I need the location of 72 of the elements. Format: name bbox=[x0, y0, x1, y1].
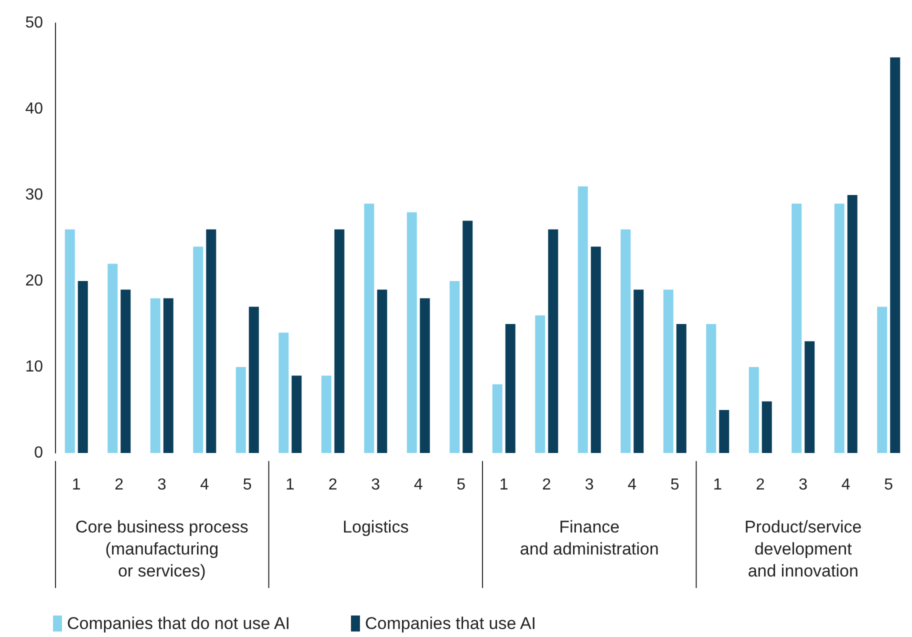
bar bbox=[492, 384, 502, 453]
bar bbox=[64, 229, 75, 453]
bar bbox=[762, 401, 772, 453]
text: Logistics bbox=[342, 518, 409, 536]
bar bbox=[663, 290, 674, 453]
bar bbox=[462, 220, 473, 453]
bar bbox=[792, 204, 802, 453]
y-tick-label: 20 bbox=[25, 272, 44, 290]
x-tick-label: 4 bbox=[200, 476, 210, 494]
legend-label: Companies that use AI bbox=[364, 614, 536, 633]
y-tick-label: 50 bbox=[25, 14, 44, 32]
bar bbox=[804, 341, 815, 453]
x-tick-label: 4 bbox=[628, 476, 637, 494]
text: Finance and administration bbox=[520, 518, 659, 558]
bar bbox=[847, 195, 858, 453]
x-tick-label: 5 bbox=[884, 476, 894, 494]
bar bbox=[834, 204, 844, 453]
x-tick-label: 3 bbox=[157, 476, 166, 494]
bar bbox=[377, 290, 388, 453]
bar bbox=[321, 376, 332, 453]
x-tick-label: 4 bbox=[841, 476, 850, 494]
text: Product/service development and innovation bbox=[744, 518, 862, 580]
x-tick-label: 1 bbox=[713, 476, 722, 494]
bar bbox=[676, 324, 686, 453]
bar bbox=[292, 376, 302, 453]
x-tick-label: 5 bbox=[456, 476, 466, 494]
y-tick-label: 30 bbox=[25, 186, 44, 204]
y-tick-label: 40 bbox=[25, 100, 44, 118]
x-tick-label: 1 bbox=[72, 476, 81, 494]
x-tick-label: 3 bbox=[798, 476, 808, 494]
bar bbox=[248, 306, 259, 453]
bar bbox=[548, 229, 558, 453]
bar bbox=[78, 281, 88, 453]
bar bbox=[206, 229, 216, 453]
bar bbox=[150, 298, 160, 453]
text: Core business process (manufacturing or services) bbox=[75, 518, 248, 580]
legend-label: Companies that do not use AI bbox=[67, 614, 290, 633]
bar bbox=[364, 204, 374, 453]
x-tick-label: 5 bbox=[242, 476, 252, 494]
bar bbox=[590, 246, 601, 453]
x-tick-label: 3 bbox=[371, 476, 380, 494]
x-tick-label: 2 bbox=[542, 476, 552, 494]
x-tick-label: 1 bbox=[286, 476, 295, 494]
y-tick-label: 10 bbox=[25, 358, 44, 376]
y-tick-label: 0 bbox=[34, 444, 44, 462]
bar bbox=[120, 290, 131, 453]
x-tick-label: 4 bbox=[414, 476, 423, 494]
bar bbox=[193, 246, 204, 453]
bar bbox=[890, 57, 900, 453]
bar bbox=[535, 315, 546, 453]
x-tick-label: 2 bbox=[756, 476, 765, 494]
bar bbox=[420, 298, 430, 453]
bar bbox=[108, 264, 118, 453]
bar bbox=[163, 298, 174, 453]
bar bbox=[406, 212, 417, 453]
bar bbox=[620, 229, 631, 453]
x-tick-label: 5 bbox=[670, 476, 680, 494]
bar bbox=[706, 324, 716, 453]
x-tick-label: 1 bbox=[499, 476, 508, 494]
bar bbox=[634, 290, 644, 453]
bar bbox=[578, 186, 588, 453]
bar bbox=[278, 332, 289, 453]
x-tick-label: 2 bbox=[328, 476, 338, 494]
bar bbox=[719, 410, 730, 453]
bar bbox=[877, 306, 888, 453]
bar bbox=[334, 229, 344, 453]
x-tick-label: 3 bbox=[584, 476, 594, 494]
x-tick-label: 2 bbox=[114, 476, 124, 494]
bar bbox=[236, 367, 246, 453]
bar bbox=[748, 367, 759, 453]
bar bbox=[505, 324, 516, 453]
bar bbox=[450, 281, 460, 453]
